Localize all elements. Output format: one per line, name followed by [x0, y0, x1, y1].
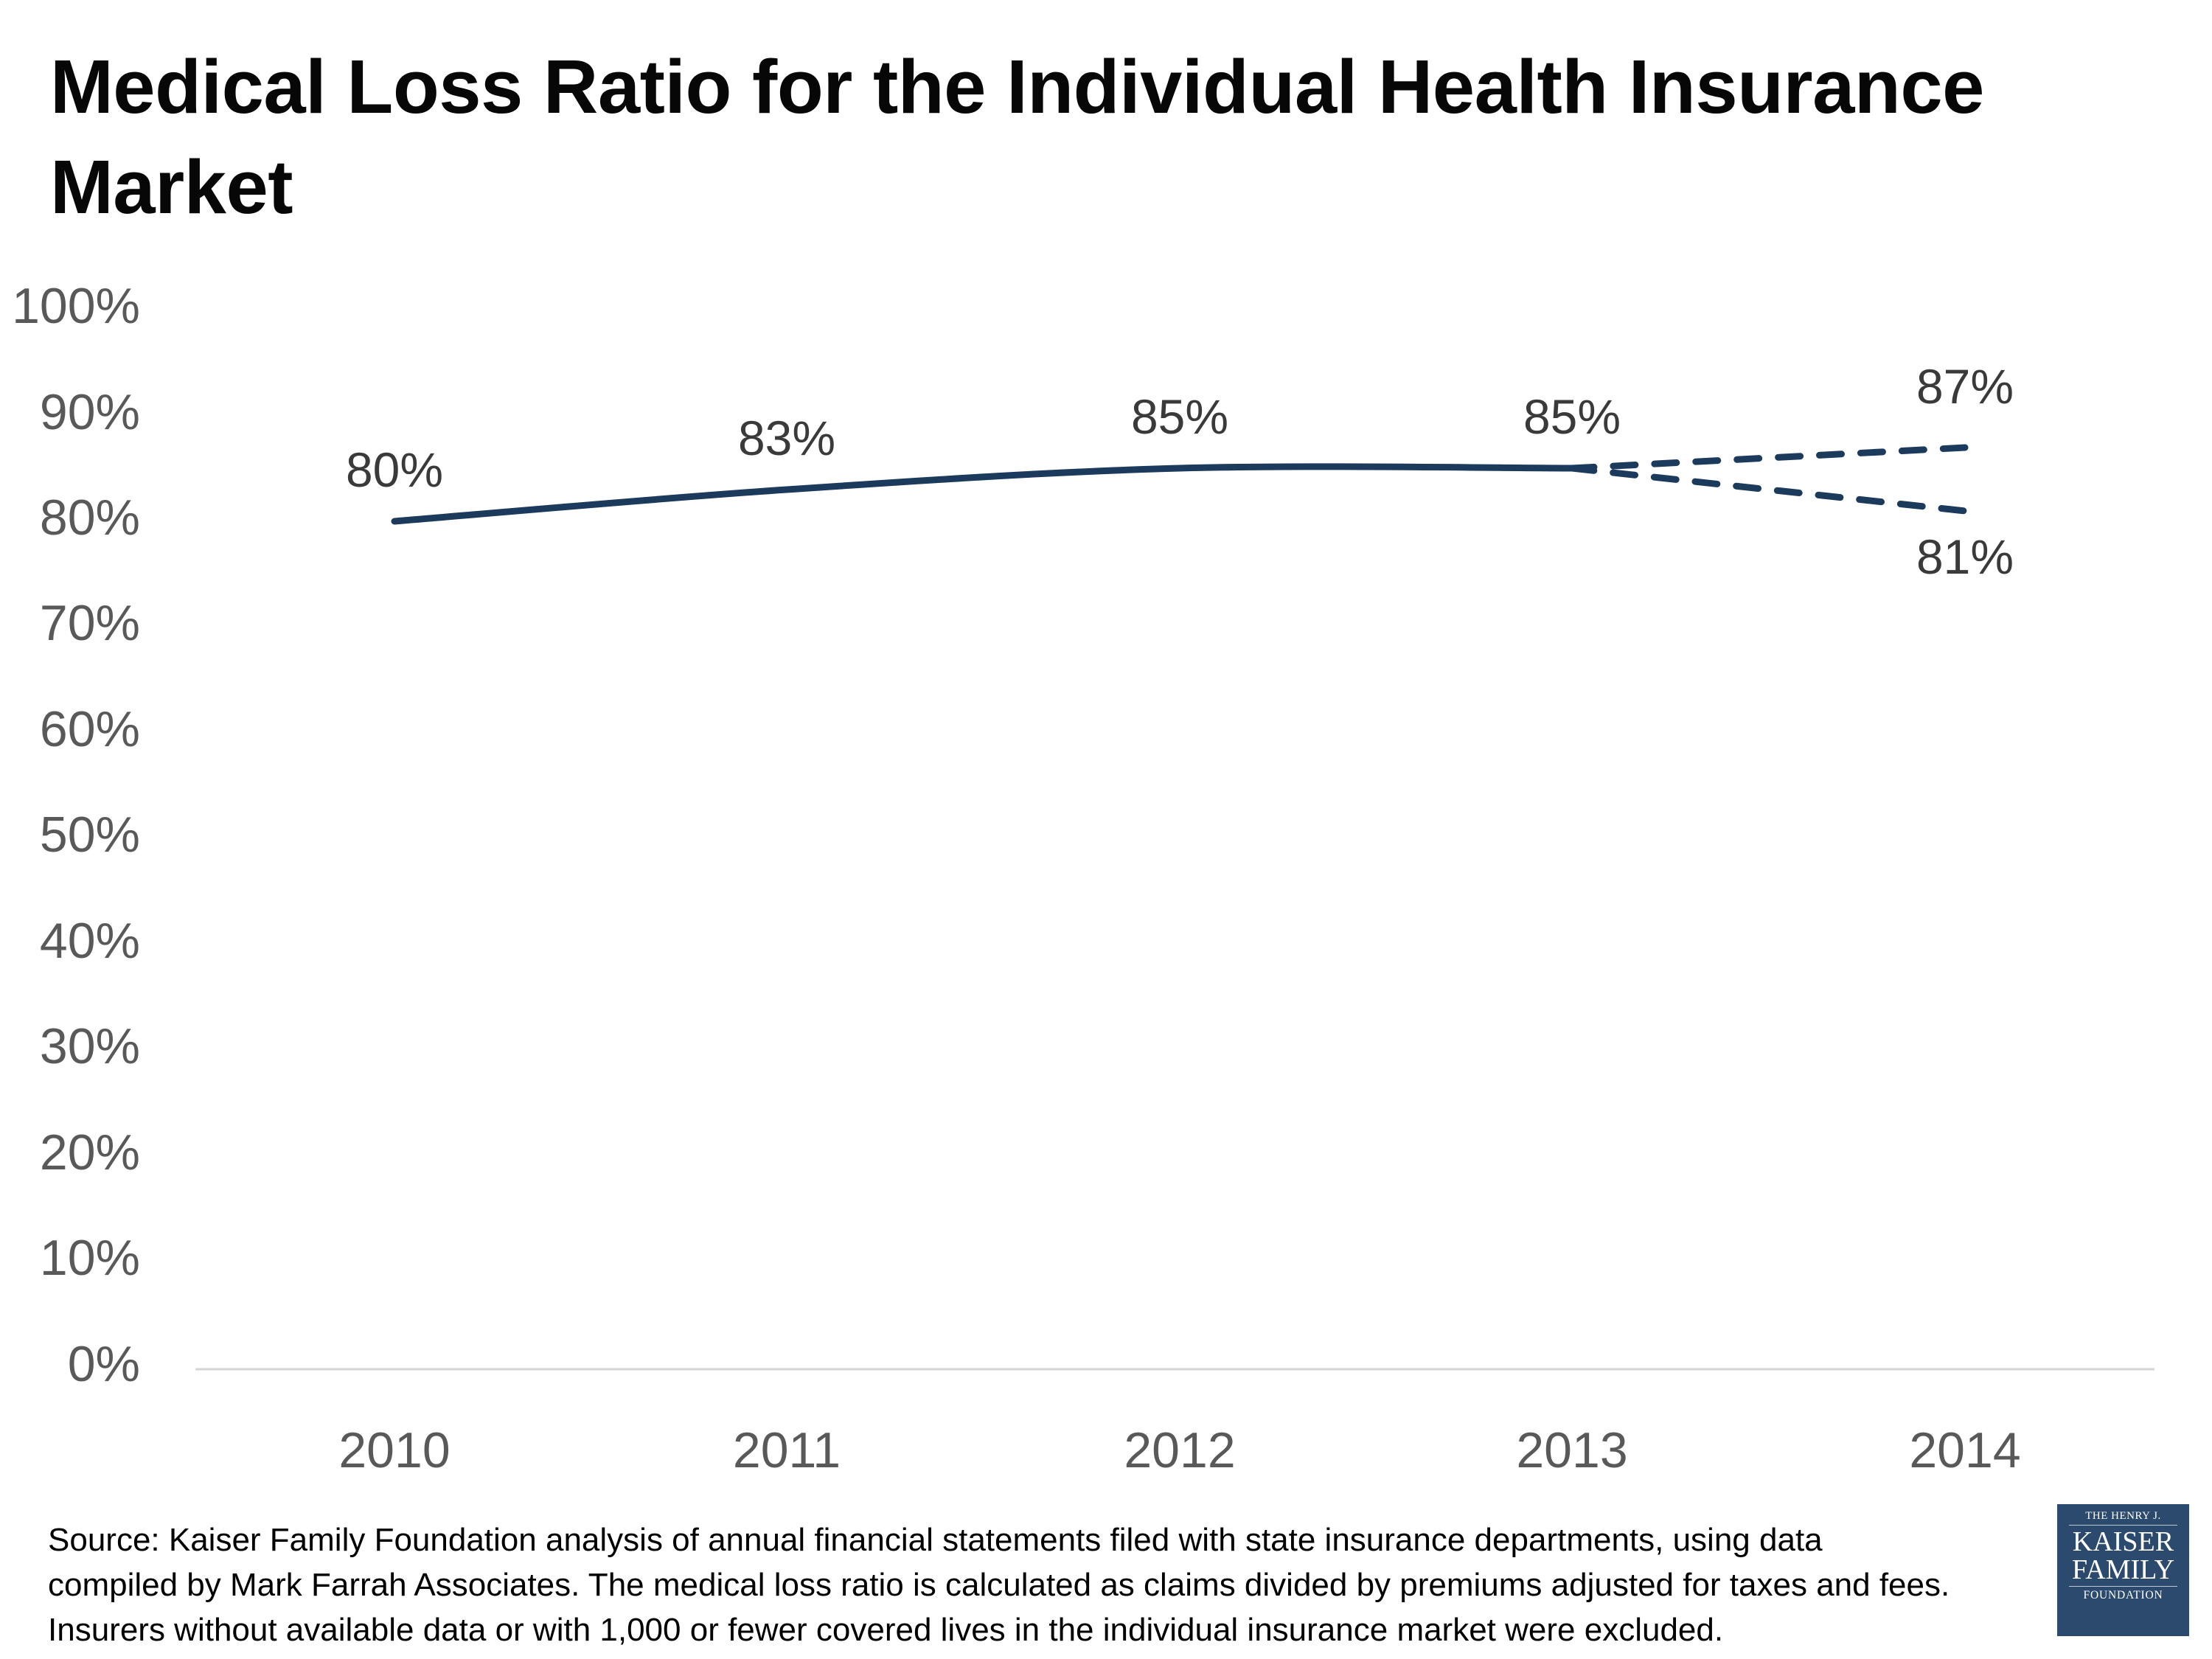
svg-text:20%: 20% [40, 1124, 140, 1180]
svg-text:30%: 30% [40, 1018, 140, 1074]
svg-text:83%: 83% [738, 411, 835, 465]
svg-text:85%: 85% [1131, 389, 1228, 444]
svg-text:2011: 2011 [733, 1422, 841, 1478]
svg-text:70%: 70% [40, 595, 140, 651]
svg-text:2013: 2013 [1516, 1422, 1627, 1478]
svg-text:10%: 10% [40, 1230, 140, 1286]
svg-text:60%: 60% [40, 701, 140, 757]
svg-text:87%: 87% [1916, 359, 2014, 414]
svg-text:2012: 2012 [1124, 1422, 1235, 1478]
svg-text:85%: 85% [1523, 389, 1621, 444]
svg-text:2010: 2010 [338, 1422, 450, 1478]
svg-text:0%: 0% [68, 1336, 140, 1392]
svg-text:81%: 81% [1916, 529, 2014, 584]
svg-text:80%: 80% [346, 442, 443, 497]
svg-text:50%: 50% [40, 807, 140, 863]
svg-text:2014: 2014 [1909, 1422, 2020, 1478]
svg-text:40%: 40% [40, 913, 140, 969]
svg-text:90%: 90% [40, 384, 140, 440]
svg-text:100%: 100% [12, 278, 140, 334]
svg-text:80%: 80% [40, 490, 140, 546]
